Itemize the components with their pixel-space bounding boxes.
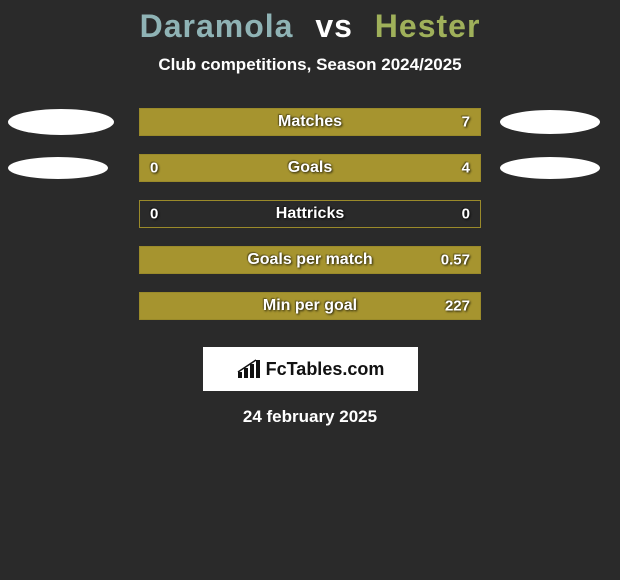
bar-right-fill: [201, 155, 480, 181]
player-ellipse-right: [500, 110, 600, 134]
title-player1: Daramola: [140, 8, 294, 44]
bar-track: 7 Matches: [139, 108, 481, 136]
stat-label: Min per goal: [263, 297, 357, 315]
player-ellipse-right: [500, 157, 600, 179]
title-vs: vs: [315, 8, 353, 44]
player-ellipse-left: [8, 109, 114, 135]
stat-row: 0 4 Goals: [0, 145, 620, 191]
stat-label: Matches: [278, 113, 342, 131]
value-right: 7: [462, 114, 470, 131]
value-right: 227: [445, 298, 470, 315]
badge-text: FcTables.com: [266, 359, 385, 380]
bars-icon: [236, 358, 262, 380]
stat-row: 7 Matches: [0, 99, 620, 145]
value-right: 0.57: [441, 252, 470, 269]
bar-track: 0.57 Goals per match: [139, 246, 481, 274]
stat-label: Goals per match: [247, 251, 372, 269]
subtitle: Club competitions, Season 2024/2025: [0, 55, 620, 75]
page-title: Daramola vs Hester: [0, 8, 620, 45]
stat-row: 227 Min per goal: [0, 283, 620, 329]
source-badge: FcTables.com: [203, 347, 418, 391]
stat-row: 0 0 Hattricks: [0, 191, 620, 237]
value-left: 0: [150, 160, 158, 177]
stat-label: Goals: [288, 159, 332, 177]
bar-track: 0 0 Hattricks: [139, 200, 481, 228]
stat-row: 0.57 Goals per match: [0, 237, 620, 283]
value-left: 0: [150, 206, 158, 223]
stat-label: Hattricks: [276, 205, 344, 223]
bar-track: 227 Min per goal: [139, 292, 481, 320]
bar-track: 0 4 Goals: [139, 154, 481, 182]
value-right: 4: [462, 160, 470, 177]
comparison-card: Daramola vs Hester Club competitions, Se…: [0, 0, 620, 427]
stats-chart: 7 Matches 0 4 Goals 0 0 Hattricks 0.57 Goals per …: [0, 99, 620, 329]
title-player2: Hester: [375, 8, 481, 44]
date-line: 24 february 2025: [0, 407, 620, 427]
value-right: 0: [462, 206, 470, 223]
player-ellipse-left: [8, 157, 108, 179]
